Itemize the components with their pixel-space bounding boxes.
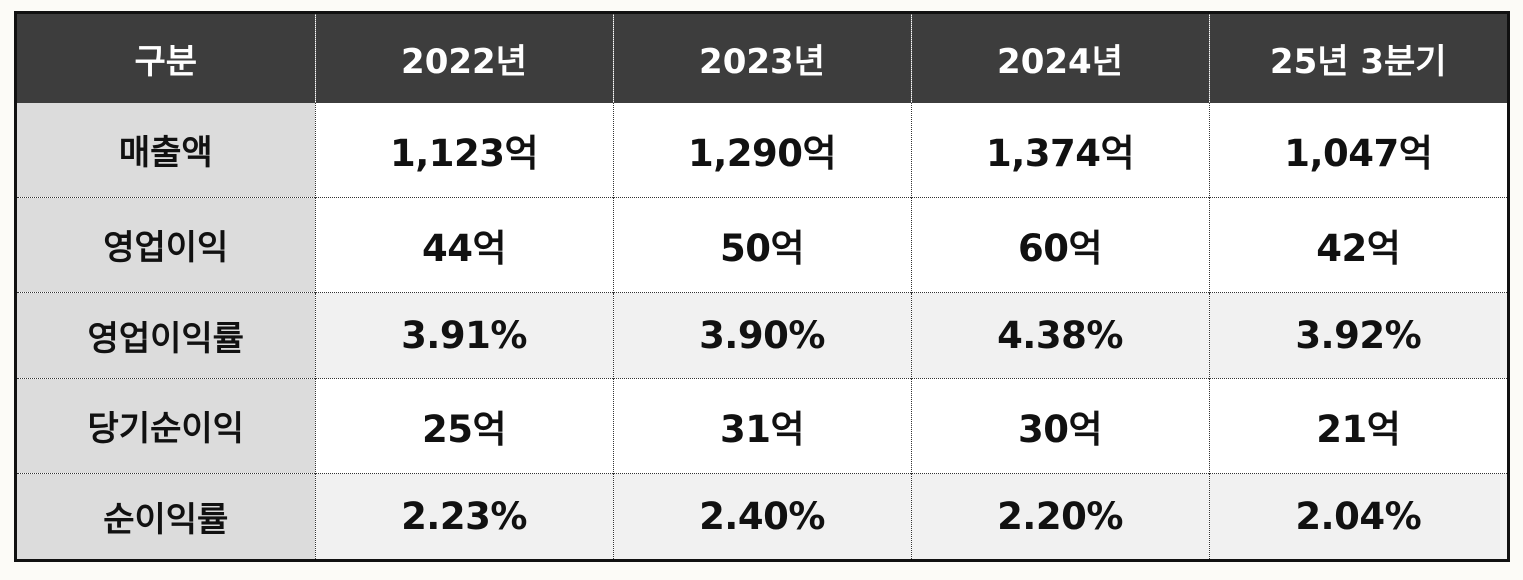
table-cell: 25억: [314, 377, 613, 474]
row-label-operating-margin: 영업이익률: [17, 291, 315, 379]
header-category: 구분: [17, 14, 315, 103]
table-cell: 3.92%: [1208, 291, 1507, 379]
table-cell: 2.04%: [1208, 472, 1507, 559]
table-cell: 44억: [314, 196, 613, 293]
table-cell: 2.40%: [612, 472, 911, 559]
header-2023: 2023년: [612, 14, 911, 103]
table-row-net-margin: 순이익률 2.23% 2.40% 2.20% 2.04%: [17, 472, 1507, 559]
table-cell: 1,374억: [910, 103, 1209, 198]
row-label-revenue: 매출액: [17, 103, 315, 198]
table-header-row: 구분 2022년 2023년 2024년 25년 3분기: [17, 14, 1507, 103]
table-cell: 4.38%: [910, 291, 1209, 379]
table-cell: 21억: [1208, 377, 1507, 474]
table-row-operating-profit: 영업이익 44억 50억 60억 42억: [17, 196, 1507, 293]
table-cell: 42억: [1208, 196, 1507, 293]
financial-summary-table: 구분 2022년 2023년 2024년 25년 3분기 매출액 1,123억 …: [17, 14, 1507, 559]
row-label-operating-profit: 영업이익: [17, 196, 315, 293]
table-row-net-income: 당기순이익 25억 31억 30억 21억: [17, 377, 1507, 474]
table-cell: 2.20%: [910, 472, 1209, 559]
header-25-q3: 25년 3분기: [1208, 14, 1507, 103]
header-2024: 2024년: [910, 14, 1209, 103]
table-row-operating-margin: 영업이익률 3.91% 3.90% 4.38% 3.92%: [17, 291, 1507, 379]
table-cell: 60억: [910, 196, 1209, 293]
table-cell: 30억: [910, 377, 1209, 474]
header-2022: 2022년: [314, 14, 613, 103]
financial-table-container: 구분 2022년 2023년 2024년 25년 3분기 매출액 1,123억 …: [14, 11, 1510, 562]
table-cell: 3.90%: [612, 291, 911, 379]
table-cell: 50억: [612, 196, 911, 293]
table-row-revenue: 매출액 1,123억 1,290억 1,374억 1,047억: [17, 103, 1507, 198]
table-cell: 3.91%: [314, 291, 613, 379]
table-cell: 1,123억: [314, 103, 613, 198]
table-cell: 31억: [612, 377, 911, 474]
table-cell: 1,290억: [612, 103, 911, 198]
table-cell: 1,047억: [1208, 103, 1507, 198]
row-label-net-margin: 순이익률: [17, 472, 315, 559]
row-label-net-income: 당기순이익: [17, 377, 315, 474]
table-cell: 2.23%: [314, 472, 613, 559]
